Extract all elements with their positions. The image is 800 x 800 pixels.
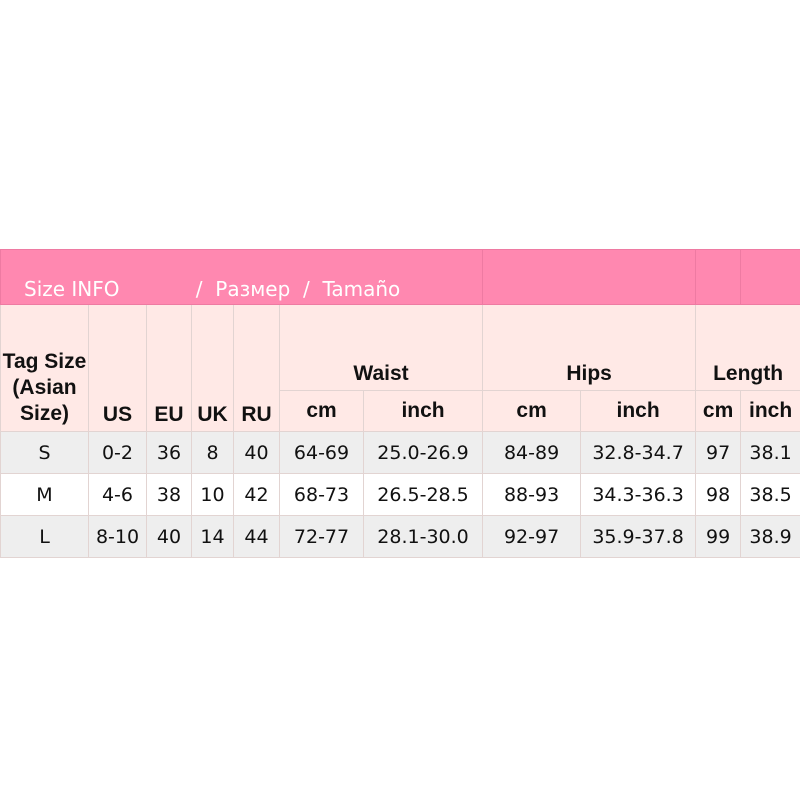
table-cell: S: [0, 431, 89, 474]
table-cell: 8-10: [88, 515, 147, 558]
table-cell: 25.0-26.9: [362, 431, 484, 474]
title-row: Size INFO / Размер / Tamaño: [0, 249, 800, 305]
header-ru: RU: [233, 304, 280, 432]
unit-inch: inch: [580, 390, 697, 432]
header-us: US: [88, 304, 147, 432]
header-length: Length: [695, 304, 800, 391]
table-cell: 4-6: [88, 473, 147, 516]
table-cell: 97: [695, 431, 742, 474]
unit-row: cm inch cm inch cm inch: [1, 390, 800, 432]
table-cell: 0-2: [88, 431, 147, 474]
table-cell: M: [0, 473, 89, 516]
table-cell: 10: [191, 473, 234, 516]
table-cell: 92-97: [482, 515, 582, 558]
table-cell: 72-77: [279, 515, 364, 558]
table-cell: 40: [233, 431, 280, 474]
header-eu: EU: [146, 304, 192, 432]
table-cell: 42: [233, 473, 280, 516]
header-waist: Waist: [278, 304, 484, 391]
table-cell: 34.3-36.3: [580, 473, 697, 516]
header-uk: UK: [191, 304, 234, 432]
unit-inch: inch: [740, 390, 800, 432]
table-cell: 38.9: [740, 515, 800, 558]
table-cell: 64-69: [279, 431, 364, 474]
table-cell: 28.1-30.0: [362, 515, 484, 558]
size-info-title: Size INFO / Размер / Tamaño: [0, 249, 484, 305]
table-cell: 38.5: [740, 473, 800, 516]
unit-cm: cm: [279, 390, 364, 432]
size-chart-table: Size INFO / Размер / Tamaño Tag Size (As…: [0, 249, 800, 558]
table-cell: 38: [146, 473, 192, 516]
table-cell: 8: [191, 431, 234, 474]
table-cell: 35.9-37.8: [580, 515, 697, 558]
table-cell: 98: [695, 473, 742, 516]
table-cell: 44: [233, 515, 280, 558]
unit-cm: cm: [482, 390, 582, 432]
unit-cm: cm: [695, 390, 742, 432]
table-cell: 32.8-34.7: [580, 431, 697, 474]
table-cell: 99: [695, 515, 742, 558]
header-tag-size: Tag Size (Asian Size): [0, 304, 89, 432]
table-cell: 84-89: [482, 431, 582, 474]
table-cell: 26.5-28.5: [362, 473, 484, 516]
table-cell: 88-93: [482, 473, 582, 516]
table-cell: 68-73: [279, 473, 364, 516]
table-cell: 14: [191, 515, 234, 558]
table-cell: 36: [146, 431, 192, 474]
table-row: M 4-6 38 10 42 68-73 26.5-28.5 88-93 34.3-36.3 98…: [0, 473, 800, 516]
unit-inch: inch: [362, 390, 484, 432]
header-row: Tag Size (Asian Size) US EU UK RU Waist …: [0, 304, 800, 432]
table-cell: 40: [146, 515, 192, 558]
table-cell: L: [0, 515, 89, 558]
table-row: S 0-2 36 8 40 64-69 25.0-26.9 84-89 32.8-34.7 97 3…: [0, 431, 800, 474]
table-cell: 38.1: [740, 431, 800, 474]
table-row: L 8-10 40 14 44 72-77 28.1-30.0 92-97 35.9-37.8 9…: [0, 515, 800, 558]
header-hips: Hips: [482, 304, 697, 391]
